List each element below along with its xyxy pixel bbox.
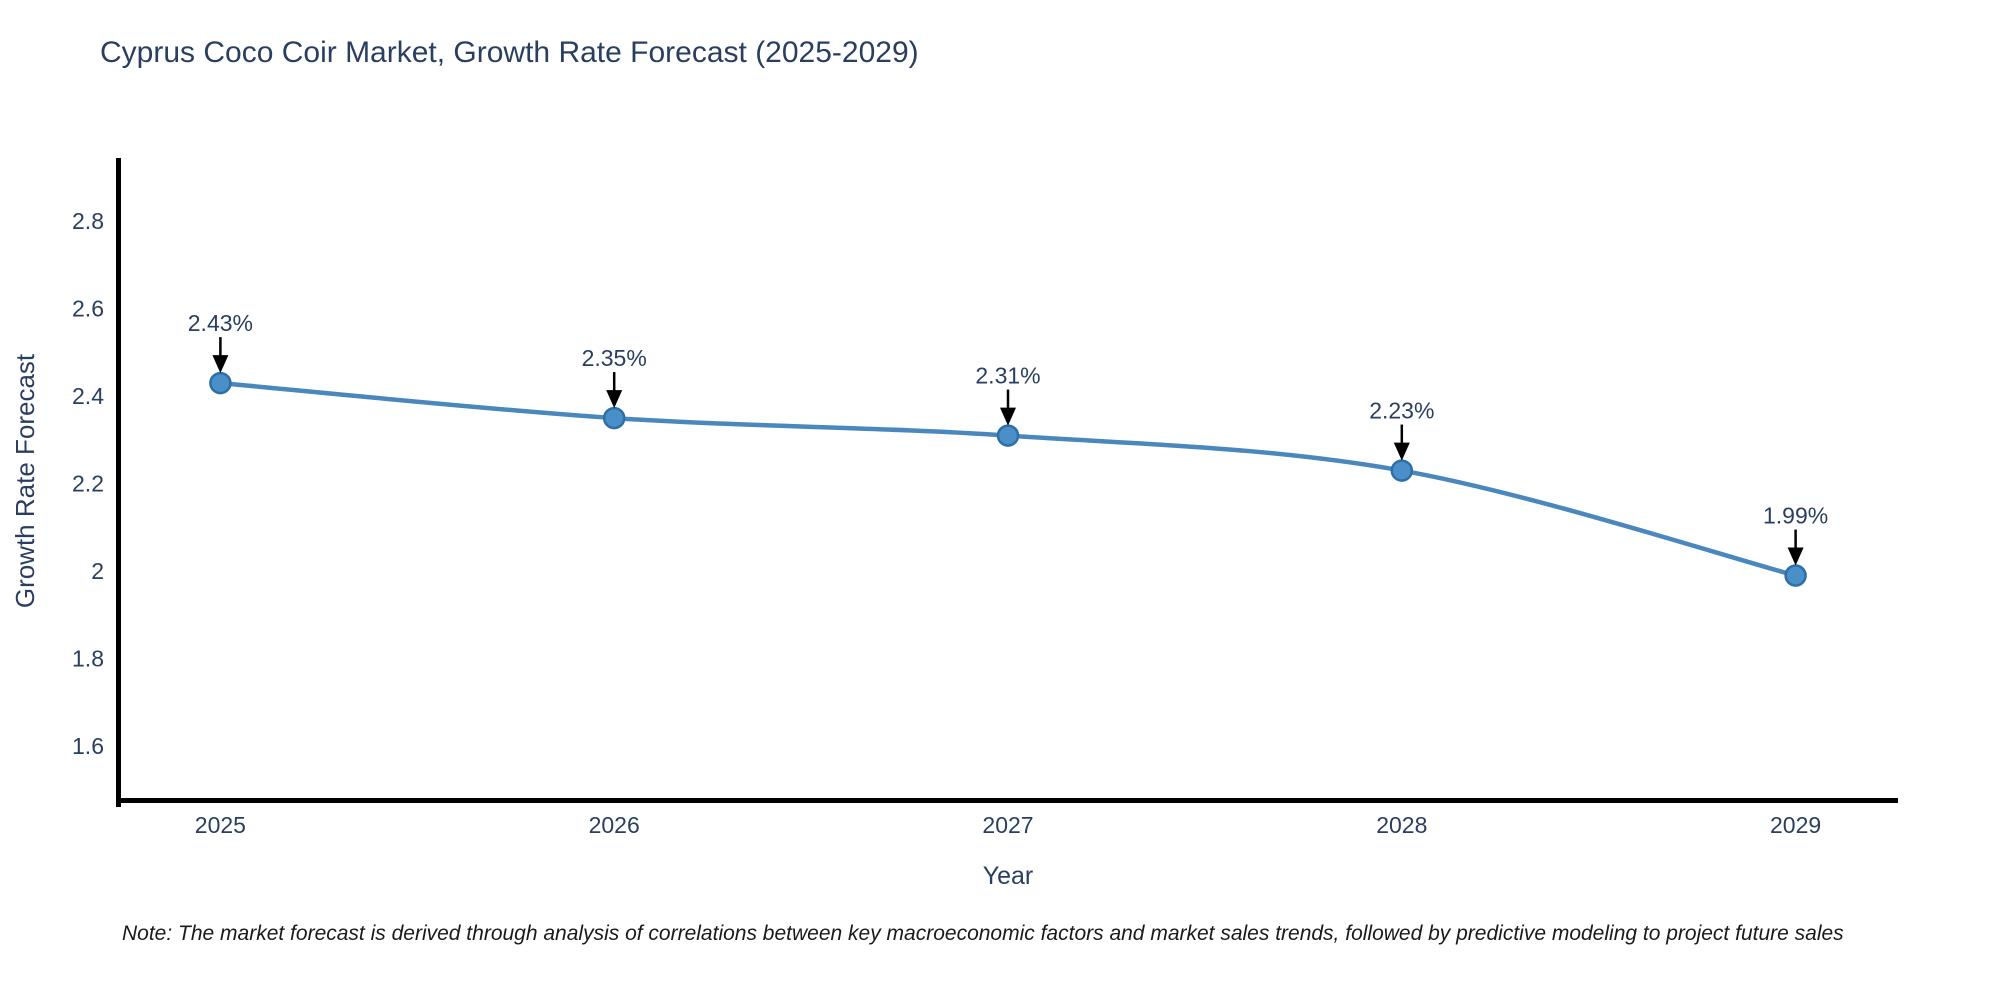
x-tick-label: 2026	[589, 812, 640, 838]
point-label: 2.23%	[1369, 398, 1434, 424]
y-tick-label: 2.6	[72, 296, 104, 322]
point-label: 2.43%	[188, 310, 253, 336]
annotation-arrowhead-icon	[1393, 442, 1410, 461]
line-chart: 2.8 2.6 2.4 2.2 2 1.8 1.6 2025 2026 2027 2028 2029 G…	[10, 158, 1898, 890]
data-point-marker[interactable]	[1390, 459, 1414, 482]
annotation-arrowhead-icon	[1787, 547, 1804, 566]
data-point-marker[interactable]	[209, 371, 232, 395]
y-tick-label: 1.6	[72, 733, 104, 759]
y-tick-label: 2.2	[72, 471, 104, 497]
point-label: 2.31%	[975, 363, 1040, 389]
annotation-arrowhead-icon	[1000, 407, 1016, 426]
y-tick-label: 2.4	[72, 383, 104, 409]
chart-title: Cyprus Coco Coir Market, Growth Rate For…	[100, 36, 919, 69]
y-tick-label: 2.8	[72, 208, 104, 234]
y-tick-label: 2	[91, 558, 104, 584]
data-point-marker[interactable]	[1784, 564, 1807, 587]
annotation-arrowhead-icon	[606, 390, 623, 409]
data-point-marker[interactable]	[602, 406, 626, 430]
x-tick-label: 2029	[1770, 812, 1821, 838]
footnote: Note: The market forecast is derived thr…	[122, 922, 1844, 945]
point-label: 1.99%	[1763, 503, 1828, 529]
x-axis-title: Year	[983, 862, 1034, 890]
y-tick-label: 1.8	[72, 646, 104, 672]
point-label: 2.35%	[582, 345, 647, 371]
annotation-arrowhead-icon	[212, 355, 229, 374]
x-tick-label: 2027	[982, 812, 1033, 838]
x-tick-label: 2028	[1376, 812, 1427, 838]
x-tick-label: 2025	[195, 812, 246, 838]
y-axis-title: Growth Rate Forecast	[10, 353, 40, 608]
data-point-marker[interactable]	[996, 424, 1020, 447]
